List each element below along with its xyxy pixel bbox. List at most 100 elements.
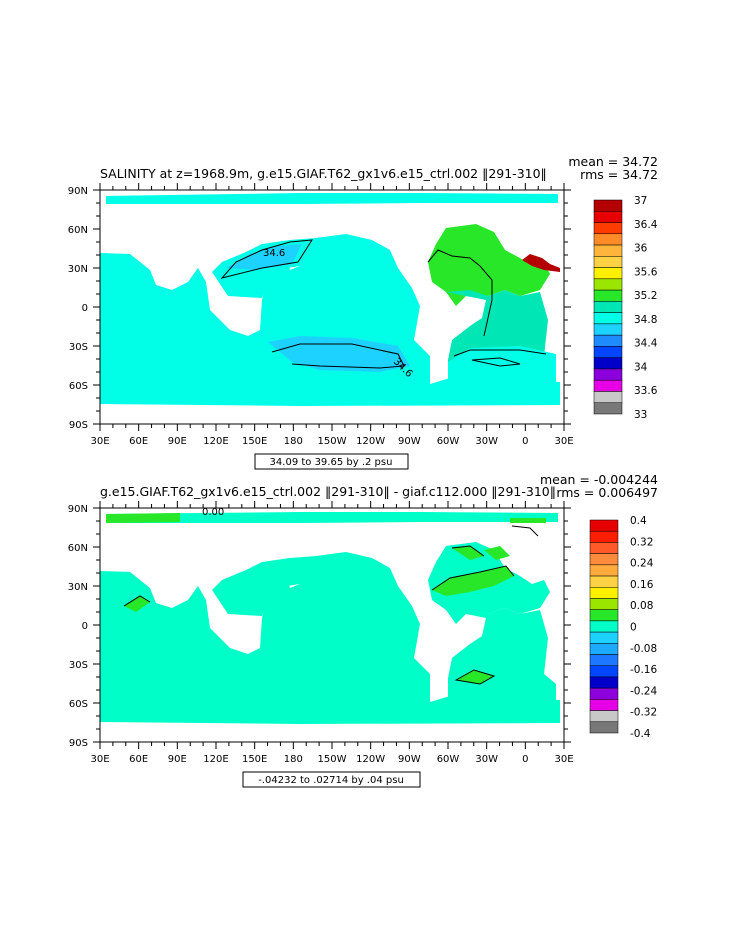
contour-label: 34.6 bbox=[263, 248, 285, 259]
colorbar-label: -0.32 bbox=[630, 707, 657, 719]
y-tick-label: 30N bbox=[68, 264, 88, 275]
colorbar-swatch bbox=[593, 357, 623, 370]
y-tick-label: 90S bbox=[69, 420, 88, 431]
x-tick-label: 150E bbox=[242, 754, 267, 765]
range-label: -.04232 to .02714 by .04 psu bbox=[258, 775, 404, 786]
colorbar-swatch bbox=[589, 530, 619, 543]
panel-title: g.e15.GIAF.T62_gx1v6.e15_ctrl.002 ‖291-3… bbox=[100, 484, 556, 499]
colorbar-label: 0.4 bbox=[630, 515, 647, 527]
x-tick-label: 90W bbox=[398, 754, 421, 765]
x-tick-label: 120W bbox=[356, 754, 385, 765]
x-tick-label: 30E bbox=[554, 754, 573, 765]
colorbar-swatch bbox=[593, 368, 623, 381]
x-tick-label: 180 bbox=[284, 754, 303, 765]
rms-label: rms = 0.006497 bbox=[556, 485, 658, 500]
y-tick-label: 90N bbox=[68, 504, 88, 515]
colorbar-swatch bbox=[589, 575, 619, 588]
x-tick-label: 120E bbox=[203, 754, 228, 765]
y-tick-label: 30S bbox=[69, 342, 88, 353]
colorbar-swatch bbox=[589, 654, 619, 666]
x-tick-label: 150E bbox=[242, 436, 267, 447]
colorbar-swatch bbox=[593, 323, 623, 336]
x-tick-label: 0 bbox=[522, 754, 528, 765]
colorbar-label: 0.32 bbox=[630, 536, 653, 548]
contour-lines bbox=[220, 239, 547, 369]
colorbar-swatch bbox=[593, 211, 623, 223]
colorbar-label: -0.24 bbox=[630, 685, 657, 697]
x-tick-label: 60W bbox=[437, 754, 460, 765]
colorbar-swatch bbox=[589, 519, 619, 532]
mean-label: mean = -0.004244 bbox=[540, 472, 658, 487]
colorbar-swatch bbox=[589, 721, 619, 734]
colorbar-swatch bbox=[589, 710, 619, 723]
colorbar-label: 34 bbox=[634, 361, 648, 373]
colorbar-swatch bbox=[589, 564, 619, 577]
y-tick-label: 60N bbox=[68, 543, 88, 554]
colorbar-label: 0.16 bbox=[630, 579, 654, 591]
colorbar-swatch bbox=[593, 391, 623, 403]
colorbar-swatch bbox=[589, 620, 619, 633]
colorbar-swatch bbox=[593, 379, 623, 392]
colorbar-swatch bbox=[593, 402, 623, 415]
colorbar-swatch bbox=[589, 553, 619, 566]
colorbar-swatch bbox=[593, 301, 623, 313]
x-tick-label: 30W bbox=[475, 754, 498, 765]
rms-label: rms = 34.72 bbox=[580, 167, 658, 182]
colorbar-swatch bbox=[593, 256, 623, 268]
colorbar-swatch bbox=[593, 334, 623, 347]
y-tick-label: 0 bbox=[82, 621, 88, 632]
x-tick-label: 60W bbox=[437, 436, 460, 447]
colorbar-label: 37 bbox=[634, 195, 647, 207]
x-tick-label: 0 bbox=[522, 436, 528, 447]
x-tick-label: 60E bbox=[129, 436, 148, 447]
colorbar-label: 33.6 bbox=[634, 385, 658, 397]
colorbar-swatch bbox=[589, 699, 619, 711]
colorbar-swatch bbox=[593, 233, 623, 246]
colorbar-swatch bbox=[589, 631, 619, 644]
colorbar-swatch bbox=[589, 598, 619, 610]
colorbar-label: -0.4 bbox=[630, 728, 651, 740]
colorbar-label: -0.16 bbox=[630, 664, 657, 676]
x-tick-label: 30E bbox=[90, 754, 109, 765]
y-tick-label: 90S bbox=[69, 738, 88, 749]
colorbar-swatch bbox=[593, 312, 623, 325]
colorbar-swatch bbox=[589, 643, 619, 655]
colorbar-swatch bbox=[593, 199, 623, 212]
ocean-field bbox=[100, 193, 560, 406]
y-tick-label: 30N bbox=[68, 582, 88, 593]
colorbar: 37 36.4 36 35.6 35.2 34.8 34.4 34 33.6 33 bbox=[593, 195, 658, 421]
range-box bbox=[242, 771, 421, 788]
colorbar-label: 0.24 bbox=[630, 558, 654, 570]
colorbar-swatch bbox=[593, 267, 623, 280]
colorbar-swatch bbox=[593, 222, 623, 235]
colorbar-label: 35.6 bbox=[634, 266, 658, 278]
colorbar-swatch bbox=[593, 244, 623, 257]
x-tick-label: 150W bbox=[318, 754, 347, 765]
colorbar-swatch bbox=[589, 665, 619, 678]
colorbar-swatch bbox=[593, 289, 623, 302]
x-tick-label: 120E bbox=[203, 436, 228, 447]
colorbar-swatch bbox=[593, 278, 623, 291]
colorbar-label: -0.08 bbox=[630, 643, 657, 655]
colorbar-label: 35.2 bbox=[634, 290, 657, 302]
x-tick-label: 60E bbox=[129, 754, 148, 765]
panel-title: SALINITY at z=1968.9m, g.e15.GIAF.T62_gx… bbox=[100, 166, 547, 181]
colorbar-label: 36.4 bbox=[634, 219, 658, 231]
colorbar-swatch bbox=[589, 687, 619, 700]
x-tick-label: 150W bbox=[318, 436, 347, 447]
range-box bbox=[254, 453, 409, 470]
colorbar-label: 0.08 bbox=[630, 600, 653, 612]
x-tick-label: 30W bbox=[475, 436, 498, 447]
y-tick-label: 0 bbox=[82, 303, 88, 314]
y-tick-label: 90N bbox=[68, 186, 88, 197]
colorbar-label: 36 bbox=[634, 243, 648, 255]
y-tick-label: 60S bbox=[69, 381, 88, 392]
colorbar-label: 34.4 bbox=[634, 338, 658, 350]
y-tick-label: 60S bbox=[69, 699, 88, 710]
colorbar-swatch bbox=[589, 609, 619, 622]
x-tick-label: 90W bbox=[398, 436, 421, 447]
contour-label: 0.00 bbox=[202, 507, 224, 518]
colorbar-label: 33 bbox=[634, 409, 647, 421]
axes: 30E 60E 90E 120E 150E 180 150W 120W 90W 60W 30W 0 30… bbox=[68, 501, 574, 765]
